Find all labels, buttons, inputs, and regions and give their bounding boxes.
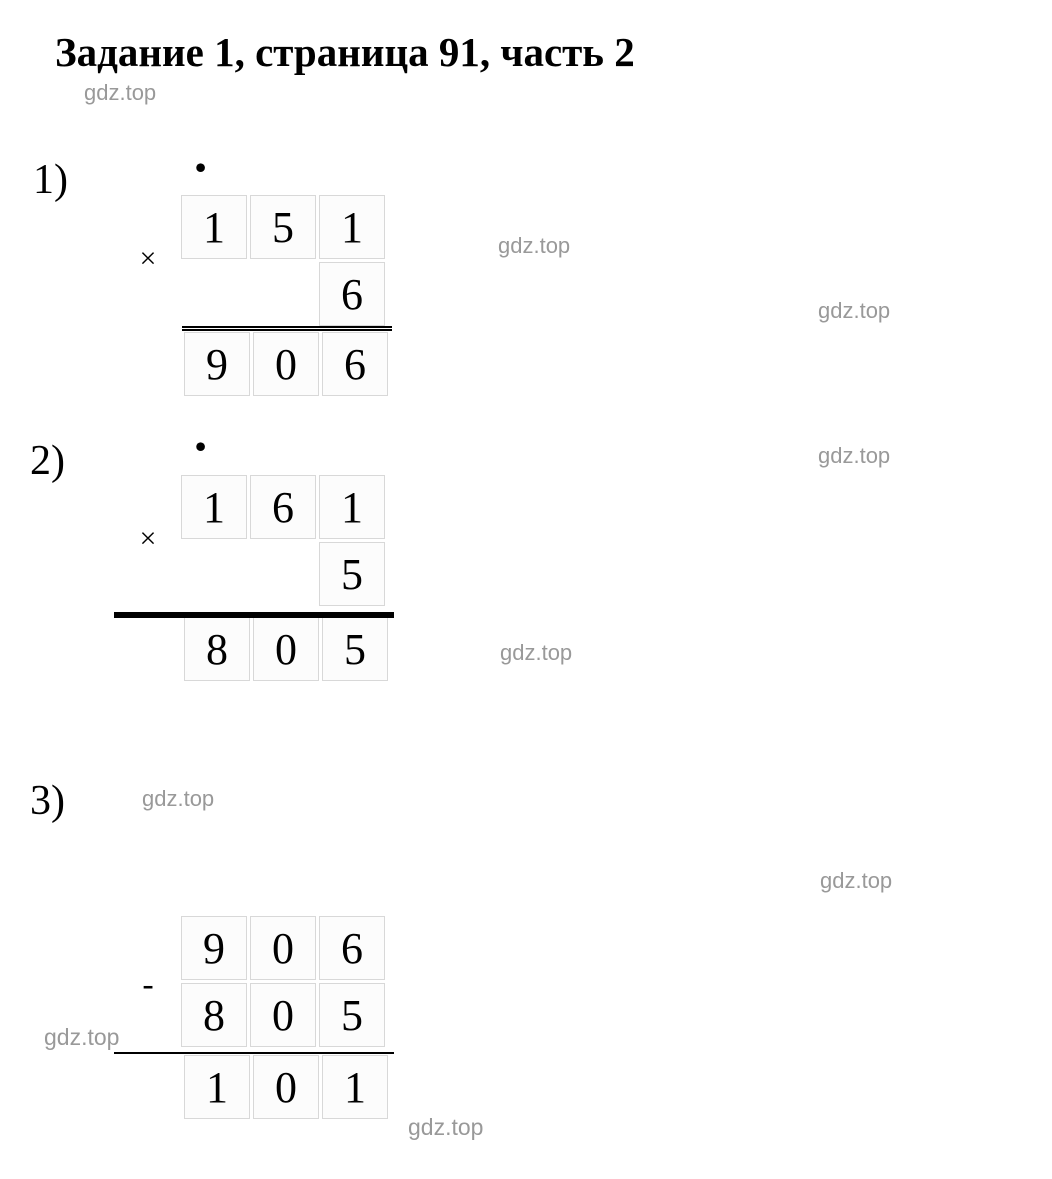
problem-2-result-d2: 0 <box>253 617 319 681</box>
watermark-3: gdz.top <box>818 298 890 324</box>
problem-1-result-d3: 6 <box>322 332 388 396</box>
problem-1-line <box>182 326 392 331</box>
problem-3-result-d1: 1 <box>184 1055 250 1119</box>
problem-3-operand2-d1: 8 <box>181 983 247 1047</box>
problem-1-calc: × 1 5 1 6 9 0 6 <box>115 195 391 396</box>
watermark-8: gdz.top <box>44 1024 119 1051</box>
page-title: Задание 1, страница 91, часть 2 <box>55 28 635 76</box>
problem-2-result-d1: 8 <box>184 617 250 681</box>
problem-1-operand2-d3: 6 <box>319 262 385 326</box>
problem-2-line <box>114 612 394 618</box>
watermark-2: gdz.top <box>498 233 570 259</box>
problem-1-dot: • <box>195 149 206 186</box>
watermark-4: gdz.top <box>818 443 890 469</box>
problem-2-operand2-d2 <box>250 542 316 606</box>
problem-3-operand2-d3: 5 <box>319 983 385 1047</box>
problem-1-number: 1) <box>33 156 68 204</box>
problem-2-operand1-d1: 1 <box>181 475 247 539</box>
problem-2-result-d3: 5 <box>322 617 388 681</box>
problem-3-number: 3) <box>30 777 65 825</box>
problem-3-result-d2: 0 <box>253 1055 319 1119</box>
problem-1-result-d1: 9 <box>184 332 250 396</box>
watermark-7: gdz.top <box>820 868 892 894</box>
problem-3-operand1-d3: 6 <box>319 916 385 980</box>
problem-1-operand2-d2 <box>250 262 316 326</box>
problem-3-operator: - <box>115 916 181 1044</box>
problem-1-operand1-d1: 1 <box>181 195 247 259</box>
problem-3-operand1-d1: 9 <box>181 916 247 980</box>
problem-1-operand1-d3: 1 <box>319 195 385 259</box>
problem-2-dot: • <box>195 428 206 465</box>
problem-3-result-d3: 1 <box>322 1055 388 1119</box>
watermark-1: gdz.top <box>84 80 156 106</box>
problem-3-operand2-d2: 0 <box>250 983 316 1047</box>
problem-2-operand1-d3: 1 <box>319 475 385 539</box>
problem-2-number: 2) <box>30 437 65 485</box>
problem-1-operand2-d1 <box>181 262 247 326</box>
problem-2-operand2-d3: 5 <box>319 542 385 606</box>
watermark-5: gdz.top <box>500 640 572 666</box>
watermark-9: gdz.top <box>408 1114 483 1141</box>
problem-1-operand1-d2: 5 <box>250 195 316 259</box>
problem-1-operator: × <box>115 195 181 323</box>
problem-1-result-d2: 0 <box>253 332 319 396</box>
problem-2-operand2-d1 <box>181 542 247 606</box>
problem-2-calc: × 1 6 1 5 8 0 5 <box>115 475 391 681</box>
problem-2-operator: × <box>115 475 181 603</box>
problem-3-calc: - 9 0 6 8 0 5 1 0 1 <box>115 916 391 1119</box>
problem-3-line <box>114 1052 394 1054</box>
problem-2-operand1-d2: 6 <box>250 475 316 539</box>
problem-3-operand1-d2: 0 <box>250 916 316 980</box>
watermark-6: gdz.top <box>142 786 214 812</box>
